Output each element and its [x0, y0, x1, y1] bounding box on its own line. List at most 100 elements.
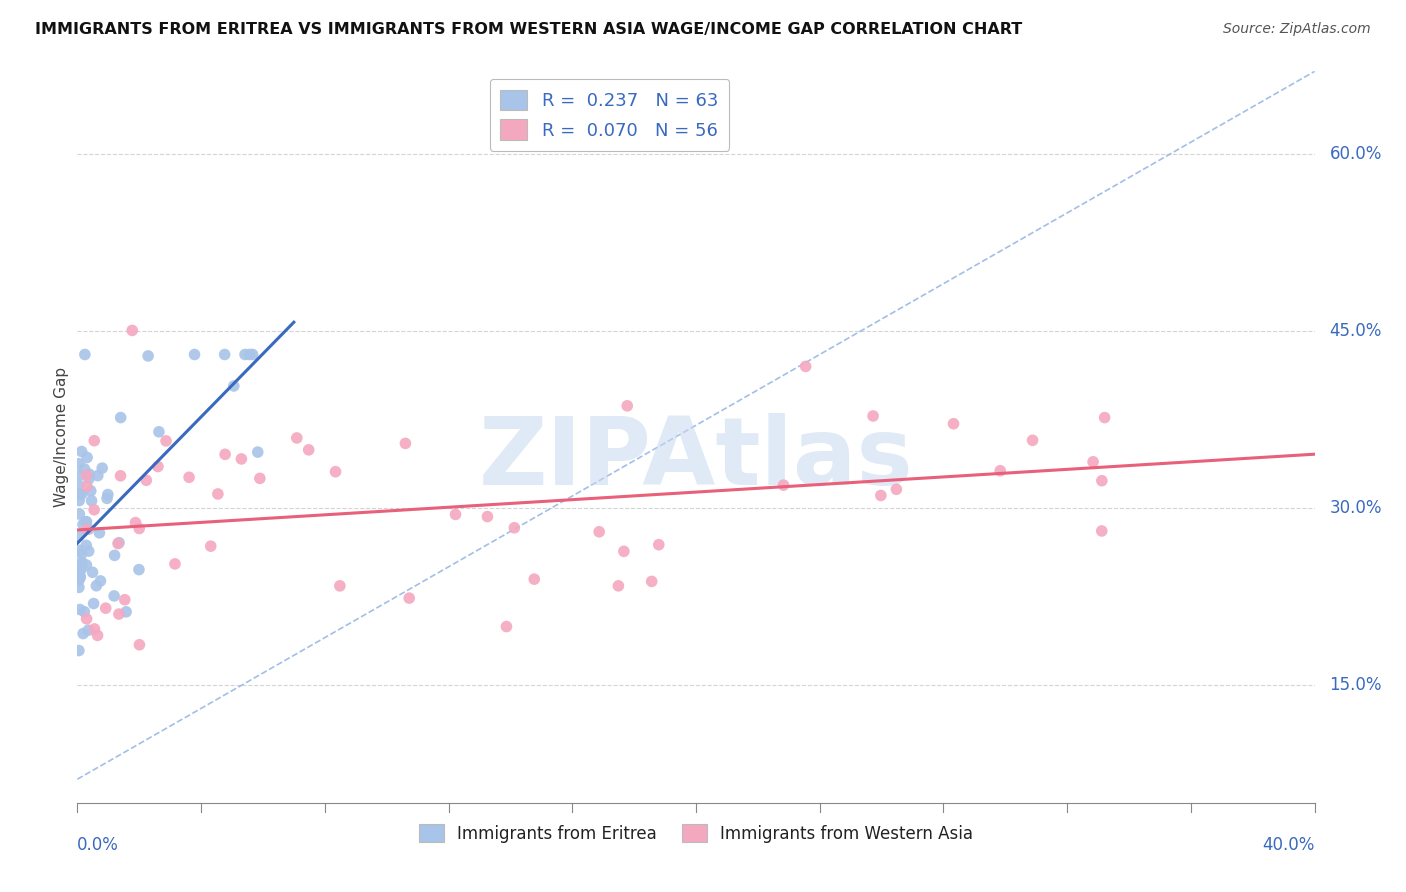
Text: 40.0%: 40.0%	[1263, 836, 1315, 854]
Point	[155, 434, 177, 448]
Point	[398, 591, 420, 606]
Point	[285, 431, 308, 445]
Point	[641, 574, 664, 589]
Point	[76, 468, 98, 483]
Point	[70, 546, 93, 560]
Point	[89, 574, 111, 588]
Text: 15.0%: 15.0%	[1330, 676, 1382, 694]
Point	[163, 557, 186, 571]
Point	[97, 487, 120, 501]
Point	[503, 521, 526, 535]
Point	[83, 597, 105, 611]
Point	[114, 592, 136, 607]
Point	[136, 349, 159, 363]
Point	[67, 457, 90, 471]
Point	[1091, 524, 1114, 538]
Point	[91, 461, 114, 475]
Point	[1091, 474, 1114, 488]
Text: 30.0%: 30.0%	[1330, 499, 1382, 516]
Text: ZIPAtlas: ZIPAtlas	[478, 413, 914, 505]
Point	[298, 442, 321, 457]
Point	[82, 566, 104, 580]
Point	[207, 487, 229, 501]
Point	[477, 509, 499, 524]
Point	[75, 538, 97, 552]
Point	[76, 479, 98, 493]
Point	[523, 572, 546, 586]
Text: 45.0%: 45.0%	[1330, 322, 1382, 340]
Point	[77, 467, 100, 481]
Text: IMMIGRANTS FROM ERITREA VS IMMIGRANTS FROM WESTERN ASIA WAGE/INCOME GAP CORRELAT: IMMIGRANTS FROM ERITREA VS IMMIGRANTS FR…	[35, 22, 1022, 37]
Point	[108, 607, 131, 621]
Point	[588, 524, 610, 539]
Point	[67, 487, 90, 501]
Point	[73, 462, 96, 476]
Point	[77, 522, 100, 536]
Point	[239, 347, 262, 361]
Point	[76, 612, 98, 626]
Point	[73, 347, 96, 361]
Point	[70, 555, 93, 569]
Point	[148, 425, 170, 439]
Point	[110, 468, 132, 483]
Point	[76, 515, 98, 529]
Point	[77, 544, 100, 558]
Point	[128, 563, 150, 577]
Point	[325, 465, 347, 479]
Point	[80, 483, 103, 498]
Point	[648, 538, 671, 552]
Point	[242, 347, 264, 361]
Point	[94, 601, 117, 615]
Point	[76, 450, 98, 465]
Point	[862, 409, 884, 423]
Point	[69, 570, 91, 584]
Point	[110, 410, 132, 425]
Point	[1021, 434, 1043, 448]
Text: 0.0%: 0.0%	[77, 836, 120, 854]
Point	[772, 478, 794, 492]
Point	[942, 417, 965, 431]
Point	[214, 347, 236, 361]
Point	[613, 544, 636, 558]
Point	[200, 539, 222, 553]
Point	[83, 502, 105, 516]
Point	[69, 543, 91, 558]
Point	[72, 626, 94, 640]
Point	[67, 493, 90, 508]
Point	[108, 535, 131, 549]
Point	[128, 638, 150, 652]
Point	[70, 558, 93, 572]
Point	[67, 488, 90, 502]
Point	[77, 472, 100, 486]
Point	[869, 488, 891, 502]
Text: 60.0%: 60.0%	[1330, 145, 1382, 163]
Y-axis label: Wage/Income Gap: Wage/Income Gap	[53, 367, 69, 508]
Point	[89, 525, 111, 540]
Point	[329, 579, 352, 593]
Point	[75, 558, 97, 572]
Point	[70, 487, 93, 501]
Point	[394, 436, 416, 450]
Point	[96, 491, 118, 506]
Point	[67, 580, 90, 594]
Point	[73, 605, 96, 619]
Point	[77, 623, 100, 637]
Point	[988, 464, 1011, 478]
Point	[69, 570, 91, 584]
Point	[69, 602, 91, 616]
Point	[183, 347, 205, 361]
Point	[146, 459, 169, 474]
Point	[80, 493, 103, 508]
Point	[67, 507, 90, 521]
Point	[246, 445, 269, 459]
Point	[72, 517, 94, 532]
Point	[794, 359, 817, 374]
Point	[135, 473, 157, 487]
Point	[75, 515, 97, 529]
Point	[67, 529, 90, 543]
Point	[1094, 410, 1116, 425]
Point	[616, 399, 638, 413]
Point	[115, 605, 138, 619]
Point	[121, 323, 143, 337]
Point	[886, 483, 908, 497]
